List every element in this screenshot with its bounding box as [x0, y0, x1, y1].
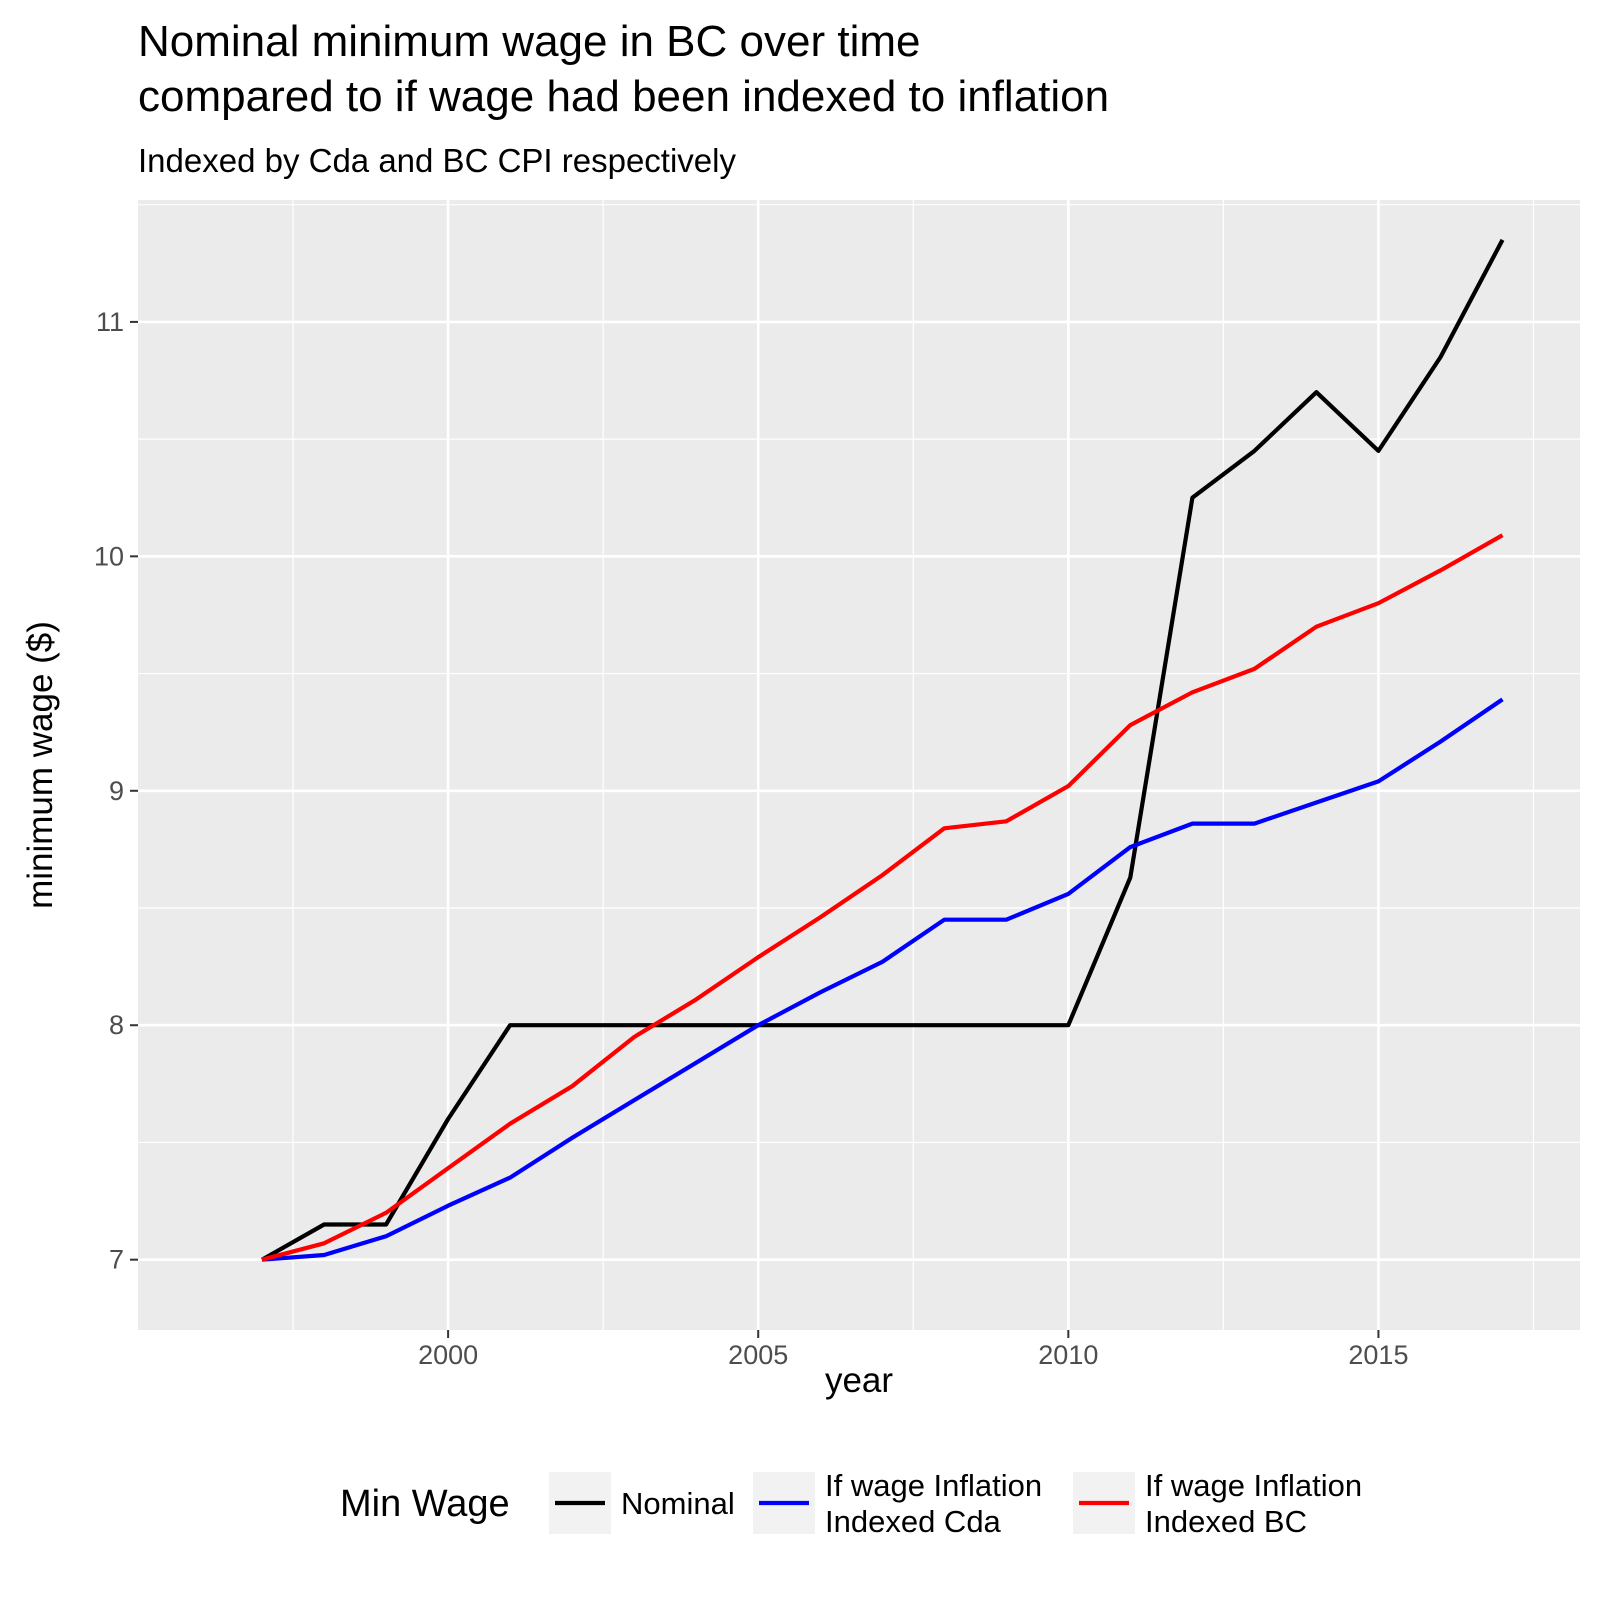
- legend-item-label: If wage Inflation: [825, 1468, 1042, 1503]
- x-tick-label: 2015: [1348, 1340, 1408, 1370]
- legend-item-label: Nominal: [621, 1486, 735, 1521]
- x-tick-label: 2000: [418, 1340, 478, 1370]
- chart-subtitle: Indexed by Cda and BC CPI respectively: [138, 142, 736, 179]
- y-tick-label: 9: [109, 776, 124, 806]
- chart-title-line: compared to if wage had been indexed to …: [138, 72, 1109, 121]
- plot-panel: [138, 200, 1580, 1330]
- legend-item-label: If wage Inflation: [1145, 1468, 1362, 1503]
- x-tick-label: 2005: [728, 1340, 788, 1370]
- y-tick-label: 8: [109, 1010, 124, 1040]
- legend-item-label: Indexed Cda: [825, 1504, 1002, 1539]
- chart-title-line: Nominal minimum wage in BC over time: [138, 17, 920, 66]
- y-tick-label: 11: [96, 307, 124, 337]
- y-tick-label: 10: [94, 541, 124, 571]
- series-line-if-wage-inflation-indexed-cda: [261, 697, 1504, 1262]
- major-gridlines: [138, 200, 1580, 1330]
- legend-item-label: Indexed BC: [1145, 1504, 1307, 1539]
- y-axis-label: minimum wage ($): [21, 621, 60, 909]
- series-line-nominal: [260, 238, 1505, 1262]
- x-axis-label: year: [825, 1361, 893, 1400]
- legend-title: Min Wage: [340, 1483, 510, 1525]
- series-line-if-wage-inflation-indexed-bc: [261, 533, 1504, 1262]
- y-tick-label: 7: [109, 1245, 124, 1275]
- x-tick-label: 2010: [1038, 1340, 1098, 1370]
- minor-gridlines: [138, 200, 1580, 1330]
